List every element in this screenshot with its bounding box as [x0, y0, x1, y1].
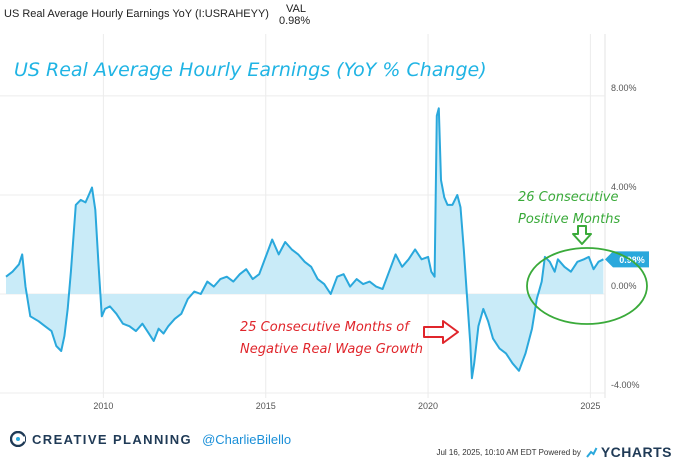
chart: 2010 2015 2020 2025 8.00% 4.00% 0.00% -4.00% 0.9… [0, 34, 649, 411]
val-value: 0.98% [279, 15, 311, 27]
pos-annotation-line: Positive Months [518, 212, 620, 227]
footer-brand: CREATIVE PLANNING @CharlieBilello [10, 431, 291, 447]
x-tick-label: 2020 [418, 401, 438, 411]
series-line [5, 107, 604, 380]
footer-credit: Jul 16, 2025, 10:10 AM EDT Powered by YC… [436, 444, 672, 460]
x-tick-label: 2010 [93, 401, 113, 411]
last-value-tag: 0.98% [605, 251, 649, 268]
pos-highlight-ellipse [526, 247, 648, 325]
timestamp: Jul 16, 2025, 10:10 AM EDT Powered by [436, 447, 581, 457]
pos-arrow-icon [572, 225, 592, 245]
y-tick-label: -4.00% [611, 380, 640, 390]
x-tick-label: 2025 [580, 401, 600, 411]
annotations: US Real Average Hourly Earnings (YoY % C… [14, 59, 648, 357]
data-area-layer [6, 108, 604, 379]
y-tick-label: 8.00% [611, 83, 637, 93]
brand-name: CREATIVE PLANNING [32, 431, 193, 447]
y-tick-label: 0.00% [611, 281, 637, 291]
y-tick-label: 4.00% [611, 182, 637, 192]
grid [0, 34, 606, 398]
axis-ticks: 2010 2015 2020 2025 8.00% 4.00% 0.00% -4.00% 0.9… [93, 83, 649, 411]
chart-title: US Real Average Hourly Earnings (YoY % C… [14, 59, 487, 81]
ycharts-logo-icon [586, 447, 598, 458]
last-value-badge [605, 251, 649, 268]
neg-arrow-icon [423, 320, 459, 344]
author-handle[interactable]: @CharlieBilello [202, 431, 292, 447]
pos-annotation-line: 26 Consecutive [518, 190, 619, 205]
series-area-fill [6, 108, 604, 379]
series-label: US Real Average Hourly Earnings YoY (I:U… [4, 8, 269, 20]
val-column-label: VAL [286, 3, 306, 15]
neg-annotation-line: 25 Consecutive Months of [240, 320, 411, 335]
provider-name[interactable]: YCHARTS [600, 444, 672, 460]
data-line-layer [5, 107, 604, 380]
neg-annotation-line: Negative Real Wage Growth [240, 342, 423, 357]
x-tick-label: 2015 [256, 401, 276, 411]
creative-planning-logo-icon [10, 431, 26, 447]
